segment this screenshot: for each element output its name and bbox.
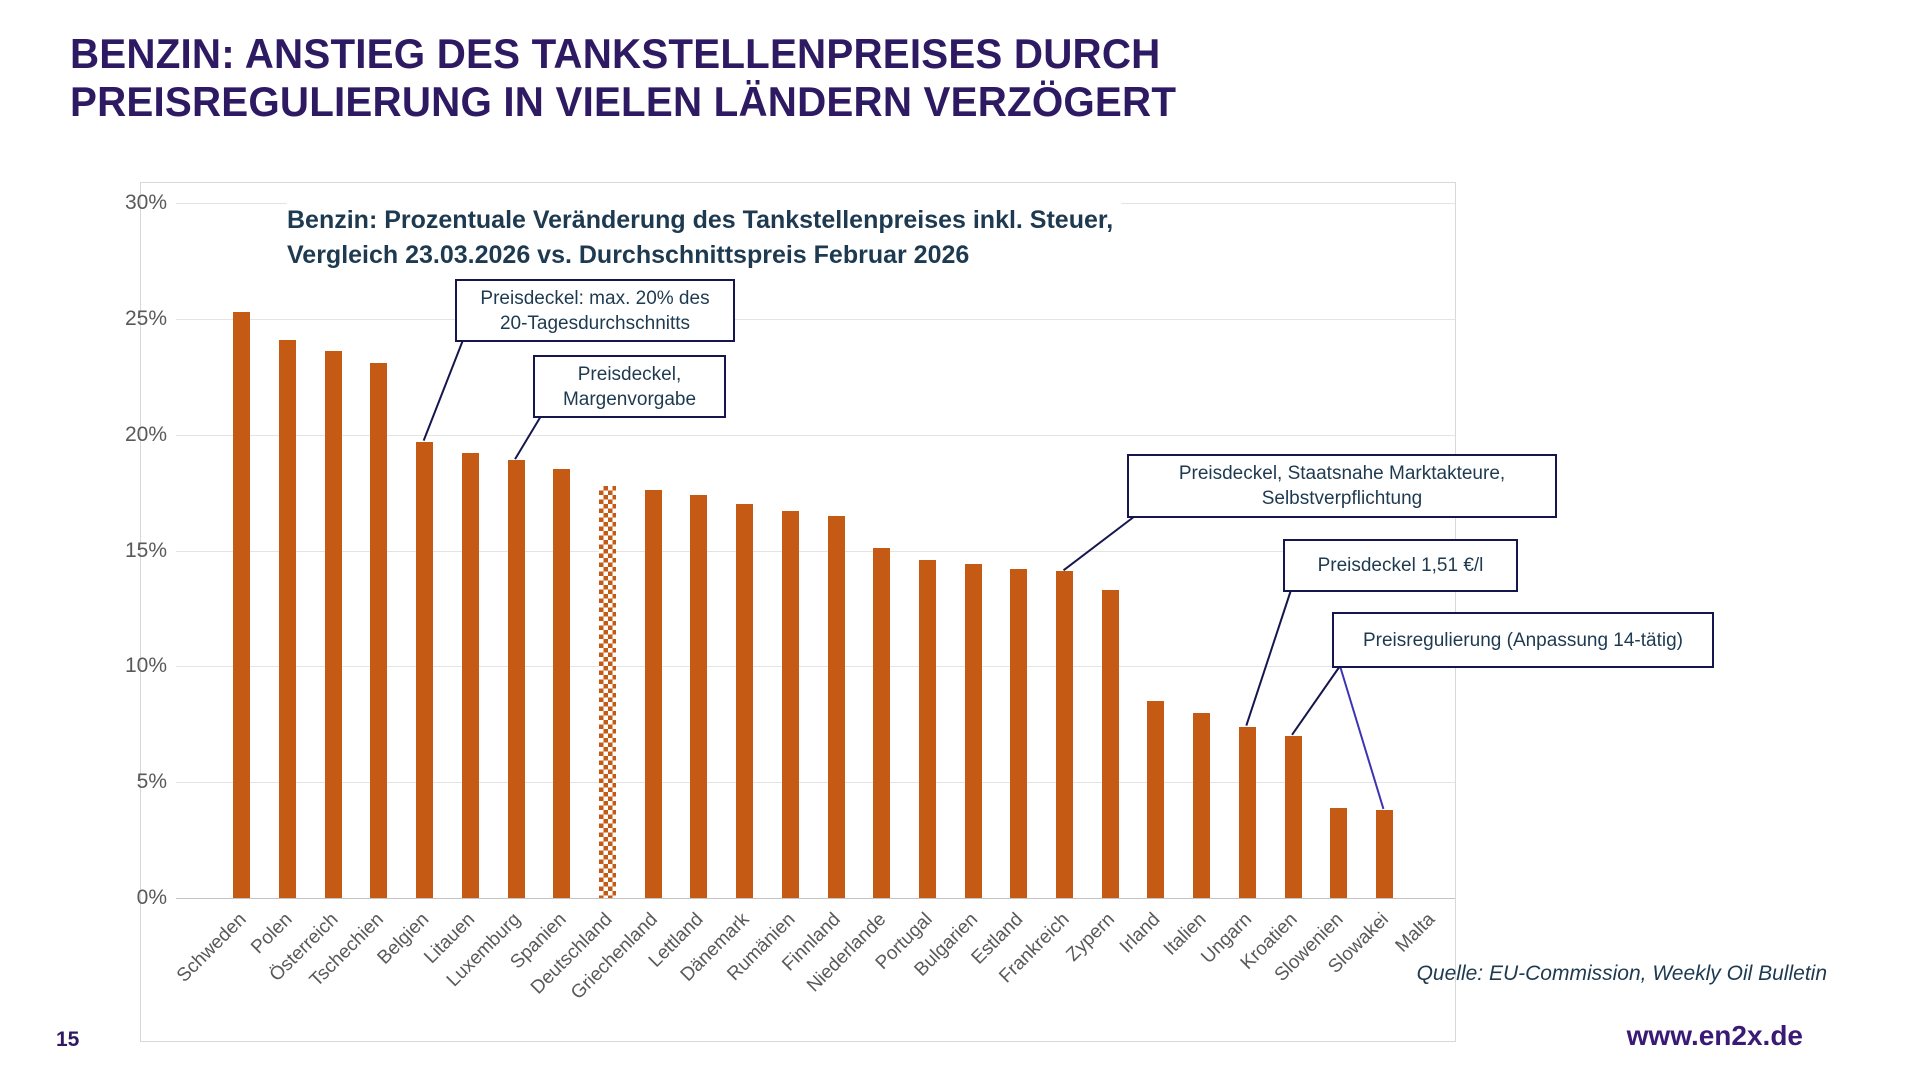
callout-preisdeckel-151: Preisdeckel 1,51 €/l: [1283, 539, 1518, 592]
chart-title-line2: Vergleich 23.03.2026 vs. Durchschnittspr…: [287, 241, 970, 269]
bar-lettland: [690, 494, 708, 898]
bar-series: [219, 203, 1453, 898]
source-note: Quelle: EU-Commission, Weekly Oil Bullet…: [1416, 962, 1827, 985]
chart-title: Benzin: Prozentuale Veränderung des Tank…: [287, 201, 1122, 275]
y-tick-25%: 25%: [124, 306, 167, 330]
bar-polen: [279, 339, 297, 898]
bar-bulgarien: [964, 564, 982, 898]
bar-frankreich: [1056, 571, 1074, 898]
x-tick-schweden: Schweden: [173, 909, 251, 987]
bar-luxemburg: [507, 460, 525, 898]
bar-portugal: [918, 559, 936, 898]
callout-margenvorgabe: Preisdeckel, Margenvorgabe: [533, 355, 726, 418]
callout-text: Preisdeckel: max. 20% des: [480, 287, 710, 309]
y-tick-20%: 20%: [124, 422, 167, 446]
x-tick-irland: Irland: [1116, 909, 1165, 958]
bar-finnland: [827, 515, 845, 898]
callout-text: Preisdeckel 1,51 €/l: [1317, 555, 1484, 576]
y-tick-30%: 30%: [124, 191, 167, 214]
callout-preisregulierung-14-taetig: Preisregulierung (Anpassung 14-tätig): [1332, 612, 1714, 668]
page-number: 15: [56, 1028, 80, 1051]
callout-text: 20-Tagesdurchschnitts: [499, 312, 691, 334]
y-tick-10%: 10%: [124, 654, 167, 678]
callout-text: Preisdeckel, Staatsnahe Marktakteure,: [1178, 463, 1506, 484]
bar-österreich: [324, 351, 342, 898]
bar-deutschland: [598, 485, 616, 898]
bar-zypern: [1101, 589, 1119, 898]
bar-slowakei: [1375, 809, 1393, 898]
y-tick-15%: 15%: [124, 538, 167, 562]
bar-rumänien: [781, 511, 799, 898]
gridline-0%: [176, 898, 1455, 899]
page-title-line2: PREISREGULIERUNG IN VIELEN LÄNDERN VERZÖ…: [70, 78, 1177, 125]
bar-slowenien: [1330, 807, 1348, 898]
bar-litauen: [461, 453, 479, 898]
gridline-15%: [176, 550, 1455, 552]
gridline-20%: [176, 434, 1455, 436]
bar-griechenland: [644, 490, 662, 898]
bar-tschechien: [370, 362, 388, 898]
y-axis-labels: 0% 5% 10% 15% 20% 25% 30%: [125, 191, 167, 909]
website-url: www.en2x.de: [1626, 1020, 1803, 1051]
bar-schweden: [233, 311, 251, 898]
bar-irland: [1147, 701, 1165, 898]
page-title: BENZIN: ANSTIEG DES TANKSTELLENPREISES D…: [70, 30, 1176, 126]
x-axis-labels: Schweden Polen Österreich Tschechien Belgien…: [173, 909, 1453, 1039]
gridline-25%: [176, 318, 1455, 320]
bar-niederlande: [873, 548, 891, 898]
bar-estland: [1010, 569, 1028, 898]
gridline-5%: [176, 782, 1455, 784]
chart-title-line1: Benzin: Prozentuale Veränderung des Tank…: [287, 206, 1114, 234]
page-title-line1: BENZIN: ANSTIEG DES TANKSTELLENPREISES D…: [70, 30, 1161, 77]
callout-staatsnahe-marktakteure: Preisdeckel, Staatsnahe Marktakteure, Se…: [1127, 454, 1557, 518]
callout-text: Margenvorgabe: [562, 388, 697, 410]
y-tick-5%: 5%: [136, 770, 167, 794]
callout-text: Preisdeckel,: [577, 363, 682, 385]
callout-preisdeckel-20-prozent: Preisdeckel: max. 20% des 20-Tagesdurchs…: [455, 279, 735, 342]
x-tick-zypern: Zypern: [1062, 909, 1120, 966]
x-tick-malta: Malta: [1391, 909, 1440, 957]
callout-text: Selbstverpflichtung: [1261, 488, 1423, 509]
bar-ungarn: [1238, 726, 1256, 898]
y-tick-0%: 0%: [136, 886, 167, 909]
bar-italien: [1193, 712, 1211, 898]
bar-spanien: [553, 469, 571, 898]
chart-panel: 0% 5% 10% 15% 20% 25% 30% Schweden Polen Österre…: [125, 182, 1456, 1042]
bar-belgien: [416, 441, 434, 898]
gridline-10%: [176, 666, 1455, 668]
bar-dänemark: [736, 504, 754, 898]
bar-kroatien: [1284, 735, 1302, 898]
callout-text: Preisregulierung (Anpassung 14-tätig): [1362, 629, 1683, 651]
